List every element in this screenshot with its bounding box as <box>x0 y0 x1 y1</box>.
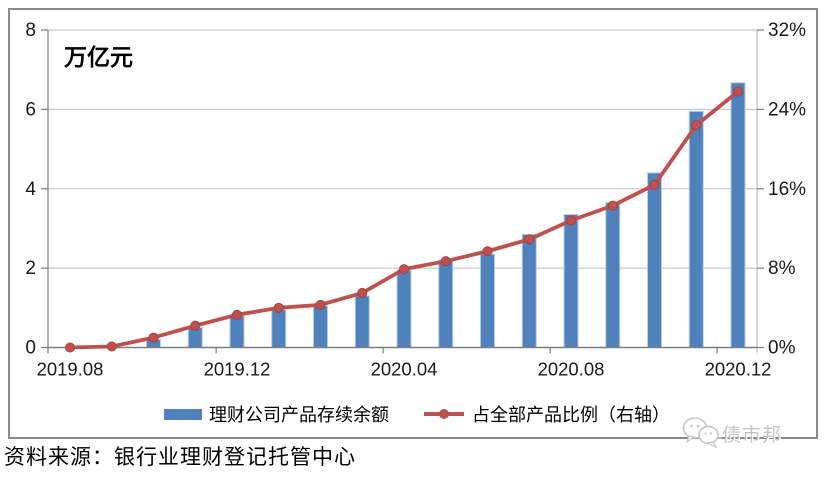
x-tick-label: 2020.04 <box>371 359 438 380</box>
chart-frame <box>8 8 818 439</box>
ratio-marker <box>524 234 535 245</box>
ratio-marker <box>440 256 451 267</box>
chat-bubbles-icon <box>682 417 722 449</box>
y-left-tick-label: 4 <box>25 179 36 200</box>
bar-series-swatch-icon <box>164 408 202 420</box>
y-left-tick-label: 0 <box>25 338 36 359</box>
balance-bar <box>605 202 621 348</box>
x-tick-label: 2019.12 <box>204 359 271 380</box>
ratio-marker <box>273 302 284 313</box>
legend-item-balance: 理财公司产品存续余额 <box>164 401 389 427</box>
chart-legend: 理财公司产品存续余额 占全部产品比例（右轴） <box>164 401 670 427</box>
y-right-tick-label: 32% <box>768 20 806 41</box>
balance-bar <box>229 315 245 348</box>
balance-bar <box>396 269 412 348</box>
ratio-marker <box>649 179 660 190</box>
legend-label-ratio: 占全部产品比例（右轴） <box>472 405 670 425</box>
balance-bar <box>313 305 328 348</box>
ratio-marker <box>231 309 242 320</box>
y-left-tick-label: 2 <box>25 258 36 279</box>
y-right-tick-label: 8% <box>768 258 796 279</box>
y-right-tick-label: 0% <box>768 338 796 359</box>
balance-bar <box>647 172 662 348</box>
ratio-marker <box>691 120 702 131</box>
balance-bar <box>438 259 454 348</box>
ratio-marker <box>315 299 326 310</box>
legend-item-ratio: 占全部产品比例（右轴） <box>423 401 670 427</box>
x-tick-label: 2019.08 <box>37 359 104 380</box>
ratio-marker <box>106 341 117 352</box>
ratio-marker <box>607 200 618 211</box>
balance-bar <box>271 309 287 348</box>
ratio-marker <box>566 215 577 226</box>
y-left-tick-label: 6 <box>25 99 36 120</box>
y-right-tick-label: 24% <box>768 99 806 120</box>
legend-label-balance: 理财公司产品存续余额 <box>209 405 389 425</box>
watermark-text: 债市邦 <box>722 424 783 446</box>
y-axis-unit-label: 万亿元 <box>64 44 133 70</box>
balance-bar <box>688 110 704 348</box>
ratio-marker <box>482 246 493 257</box>
y-left-tick-label: 8 <box>25 20 36 41</box>
ratio-marker <box>65 342 76 353</box>
line-series-swatch-icon <box>424 409 464 419</box>
x-tick-label: 2020.08 <box>538 359 605 380</box>
balance-bar <box>730 82 746 349</box>
ratio-marker <box>398 264 409 275</box>
source-note: 资料来源：银行业理财登记托管中心 <box>4 445 356 469</box>
balance-bar <box>563 214 579 348</box>
balance-bar <box>480 253 495 348</box>
ratio-marker <box>190 320 201 331</box>
ratio-marker <box>357 287 368 298</box>
balance-bar <box>521 233 537 348</box>
ratio-marker <box>733 86 744 97</box>
watermark: 债市邦 <box>682 416 782 450</box>
y-right-tick-label: 16% <box>768 179 806 200</box>
balance-bar <box>354 295 370 348</box>
x-tick-label: 2020.12 <box>705 359 772 380</box>
ratio-marker <box>148 332 159 343</box>
